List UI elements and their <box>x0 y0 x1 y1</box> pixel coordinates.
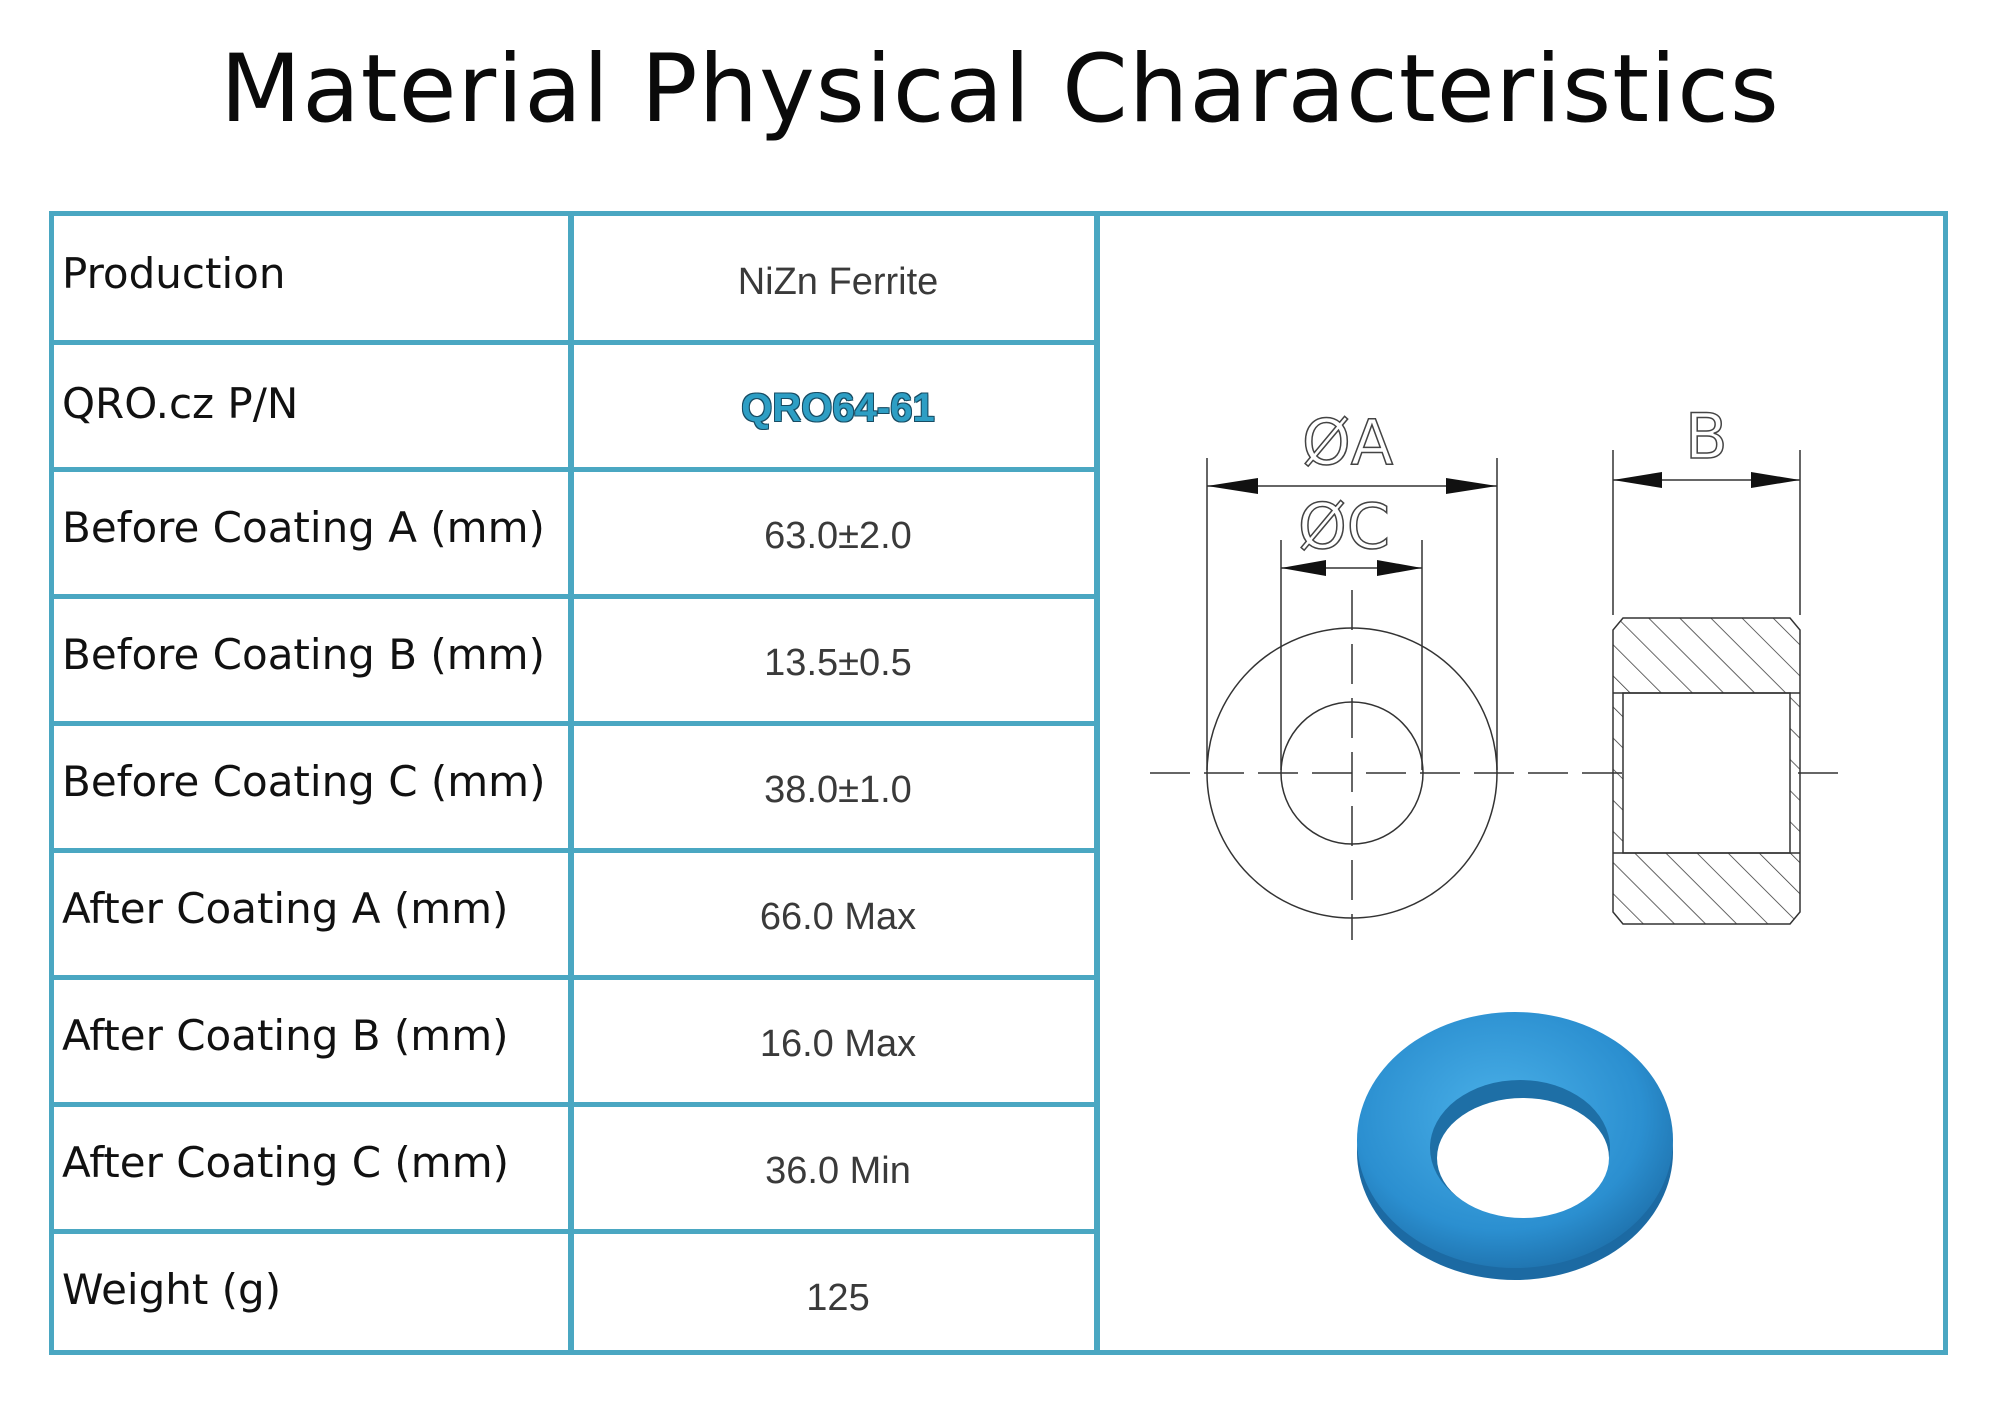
row-value-production: NiZn Ferrite <box>737 261 939 303</box>
row-divider <box>49 975 1099 980</box>
row-value-weight: 125 <box>806 1277 870 1319</box>
row-divider <box>49 848 1099 853</box>
row-label-weight: Weight (g) <box>62 1265 282 1314</box>
dimension-c-label: ØC <box>1298 490 1390 563</box>
row-value-before-c: 38.0±1.0 <box>764 769 912 811</box>
technical-drawing: ØA ØC B <box>1140 390 1920 970</box>
toroid-core-photo <box>1345 990 1685 1294</box>
row-value-after-b: 16.0 Max <box>759 1023 917 1065</box>
row-label-before-a: Before Coating A (mm) <box>62 503 545 552</box>
row-label-after-a: After Coating A (mm) <box>62 884 509 933</box>
row-label-after-b: After Coating B (mm) <box>62 1011 509 1060</box>
row-divider <box>49 1102 1099 1107</box>
row-label-before-b: Before Coating B (mm) <box>62 630 545 679</box>
row-label-after-c: After Coating C (mm) <box>62 1138 510 1187</box>
row-divider <box>49 1229 1099 1234</box>
column-divider-2 <box>1094 211 1100 1355</box>
column-divider-1 <box>568 211 574 1355</box>
row-value-after-a: 66.0 Max <box>759 896 917 938</box>
spec-table <box>49 211 1948 1355</box>
row-divider <box>49 721 1099 726</box>
row-value-part-number: QRO64-61 <box>741 386 935 430</box>
row-label-part-number: QRO.cz P/N <box>62 379 299 428</box>
row-value-before-b: 13.5±0.5 <box>764 642 912 684</box>
row-value-before-a: 63.0±2.0 <box>764 515 912 557</box>
row-divider <box>49 594 1099 599</box>
dimension-b-label: B <box>1685 400 1728 473</box>
row-label-before-c: Before Coating C (mm) <box>62 757 546 806</box>
row-divider <box>49 340 1099 345</box>
row-label-production: Production <box>62 249 286 298</box>
dimension-a-label: ØA <box>1302 406 1393 479</box>
page-title: Material Physical Characteristics <box>220 35 1780 144</box>
row-value-after-c: 36.0 Min <box>765 1150 911 1192</box>
row-divider <box>49 467 1099 472</box>
